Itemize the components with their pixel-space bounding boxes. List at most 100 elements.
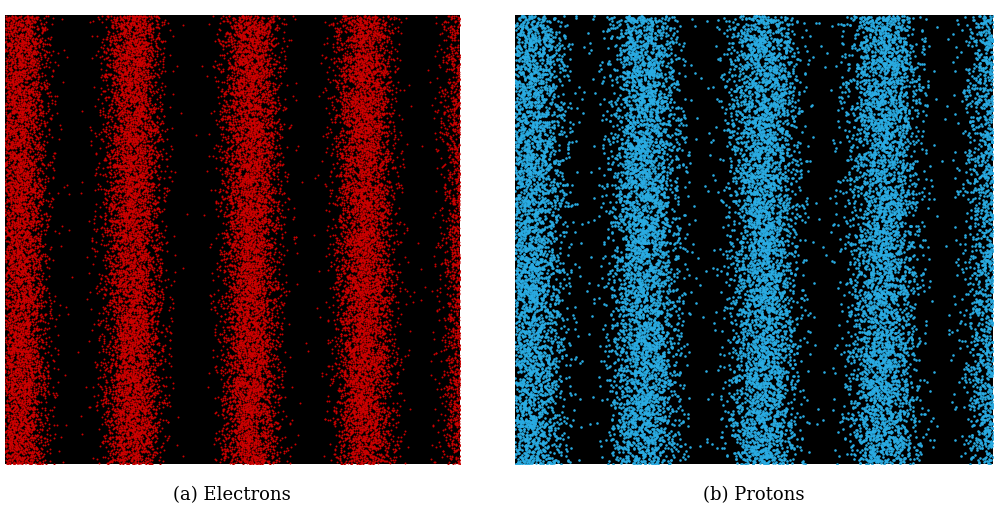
Point — [256, 198, 272, 206]
Point — [761, 395, 777, 403]
Point — [538, 165, 554, 173]
Point — [606, 359, 622, 367]
Point — [254, 279, 270, 287]
Point — [649, 414, 665, 423]
Point — [879, 456, 895, 464]
Point — [232, 59, 248, 67]
Point — [6, 249, 22, 257]
Point — [452, 51, 468, 59]
Point — [116, 456, 132, 464]
Point — [262, 414, 278, 422]
Point — [2, 445, 18, 453]
Point — [886, 14, 902, 22]
Point — [354, 309, 370, 317]
Point — [609, 55, 625, 63]
Point — [340, 305, 356, 314]
Point — [97, 70, 113, 78]
Point — [772, 151, 788, 159]
Point — [656, 377, 672, 385]
Point — [243, 150, 259, 158]
Point — [371, 60, 387, 68]
Point — [865, 444, 881, 453]
Point — [350, 185, 366, 194]
Point — [366, 126, 382, 134]
Point — [346, 67, 362, 75]
Point — [816, 368, 832, 376]
Point — [753, 437, 769, 445]
Point — [236, 375, 252, 383]
Point — [361, 191, 377, 200]
Point — [369, 305, 385, 313]
Point — [26, 51, 42, 59]
Point — [262, 296, 278, 304]
Point — [223, 128, 239, 136]
Point — [144, 434, 160, 443]
Point — [123, 37, 139, 45]
Point — [540, 205, 556, 214]
Point — [852, 427, 868, 435]
Point — [19, 422, 35, 430]
Point — [333, 411, 349, 419]
Point — [530, 447, 546, 456]
Point — [517, 33, 533, 41]
Point — [513, 453, 529, 461]
Point — [516, 134, 532, 142]
Point — [148, 42, 164, 50]
Point — [109, 303, 125, 312]
Point — [533, 76, 549, 84]
Point — [113, 56, 129, 64]
Point — [644, 137, 660, 146]
Point — [624, 241, 640, 250]
Point — [541, 139, 557, 147]
Point — [630, 255, 646, 263]
Point — [357, 127, 373, 135]
Point — [857, 15, 873, 23]
Point — [872, 393, 888, 401]
Point — [262, 120, 278, 128]
Point — [127, 186, 143, 195]
Point — [20, 347, 36, 356]
Point — [762, 436, 778, 444]
Point — [215, 424, 231, 432]
Point — [9, 297, 25, 305]
Point — [41, 40, 57, 49]
Point — [20, 51, 36, 59]
Point — [216, 255, 232, 263]
Point — [8, 410, 24, 418]
Point — [668, 38, 684, 46]
Point — [337, 244, 353, 252]
Point — [247, 313, 263, 321]
Point — [93, 358, 109, 366]
Point — [984, 281, 1000, 289]
Point — [756, 27, 772, 36]
Point — [10, 455, 26, 463]
Point — [746, 45, 762, 53]
Point — [121, 54, 137, 62]
Point — [112, 362, 128, 370]
Point — [976, 427, 992, 435]
Point — [235, 177, 251, 185]
Point — [243, 140, 259, 149]
Point — [741, 116, 757, 124]
Point — [538, 332, 554, 340]
Point — [101, 255, 117, 263]
Point — [965, 401, 981, 410]
Point — [888, 23, 904, 31]
Point — [749, 189, 765, 197]
Point — [216, 239, 232, 248]
Point — [661, 285, 677, 294]
Point — [682, 310, 698, 318]
Point — [726, 395, 742, 403]
Point — [231, 435, 247, 443]
Point — [348, 133, 364, 141]
Point — [11, 114, 27, 122]
Point — [516, 101, 532, 109]
Point — [631, 393, 647, 401]
Point — [363, 162, 379, 170]
Point — [384, 415, 400, 423]
Point — [227, 23, 243, 31]
Point — [3, 384, 19, 392]
Point — [633, 143, 649, 152]
Point — [861, 87, 877, 95]
Point — [16, 368, 32, 377]
